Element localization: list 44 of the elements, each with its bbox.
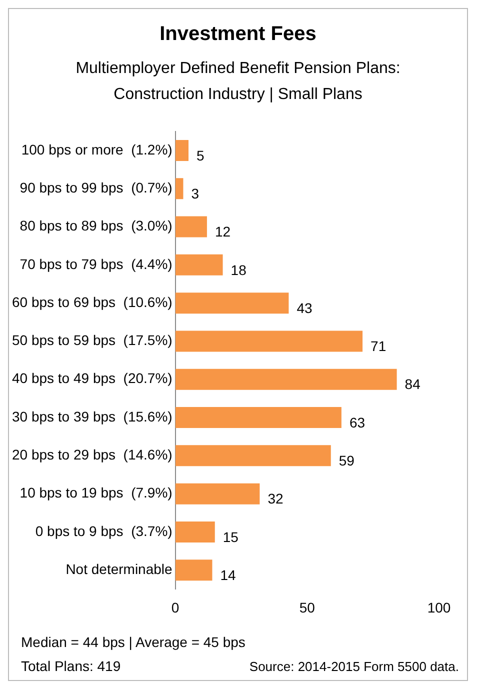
- data-label: 59: [338, 452, 355, 469]
- bar: [175, 178, 184, 200]
- y-tick-label: 60 bps to 69 bps (10.6%): [12, 294, 172, 310]
- y-tick-label: Not determinable: [66, 560, 173, 577]
- y-tick-label: 20 bps to 29 bps (14.6%): [12, 446, 172, 463]
- data-label: 71: [370, 338, 386, 354]
- y-tick-label: 0 bps to 9 bps (3.7%): [35, 522, 172, 539]
- bar: [175, 330, 363, 352]
- y-tick-label: 90 bps to 99 bps (0.7%): [20, 179, 172, 196]
- y-tick-label: 10 bps to 19 bps (7.9%): [20, 484, 172, 501]
- data-label: 32: [268, 490, 284, 507]
- bar: [175, 521, 215, 542]
- bar: [175, 140, 189, 161]
- text: Total Plans: 419: [21, 658, 121, 674]
- data-label: 18: [230, 262, 247, 278]
- bar: [175, 216, 207, 238]
- bar: [175, 483, 260, 504]
- x-tick-label: 100: [427, 599, 451, 616]
- x-tick-label: 0: [171, 599, 180, 616]
- chart-title: Investment Fees: [158, 23, 318, 46]
- data-label: 63: [349, 414, 366, 430]
- bar: [175, 445, 331, 466]
- bar: [175, 560, 212, 581]
- data-label: 5: [196, 147, 205, 164]
- y-tick-label: 100 bps or more (1.2%): [21, 141, 172, 158]
- x-tick-label: 50: [299, 599, 316, 616]
- bar: [175, 254, 223, 276]
- source-note: Source: 2014-2015 Form 5500 data.: [249, 659, 459, 674]
- y-tick-label: 70 bps to 79 bps (4.4%): [20, 256, 172, 272]
- data-label: 15: [222, 528, 239, 545]
- bar: [175, 368, 397, 390]
- data-label: 12: [214, 224, 231, 240]
- y-tick-label: 30 bps to 39 bps (15.6%): [12, 408, 172, 424]
- data-label: 84: [404, 376, 421, 392]
- bar: [175, 407, 342, 428]
- data-label: 43: [296, 300, 312, 316]
- y-tick-label: 40 bps to 49 bps (20.7%): [12, 370, 172, 386]
- text: Median = 44 bps | Average = 45 bps: [21, 634, 246, 650]
- y-tick-label: 50 bps to 59 bps (17.5%): [12, 332, 172, 348]
- data-label: 14: [220, 566, 236, 583]
- chart-subtitle: Multiemployer Defined Benefit Pension Plans: Construction Industry | Small Plans: [74, 59, 402, 105]
- y-tick-label: 80 bps to 89 bps (3.0%): [20, 218, 172, 234]
- data-label: 3: [191, 185, 200, 202]
- bar: [175, 292, 289, 314]
